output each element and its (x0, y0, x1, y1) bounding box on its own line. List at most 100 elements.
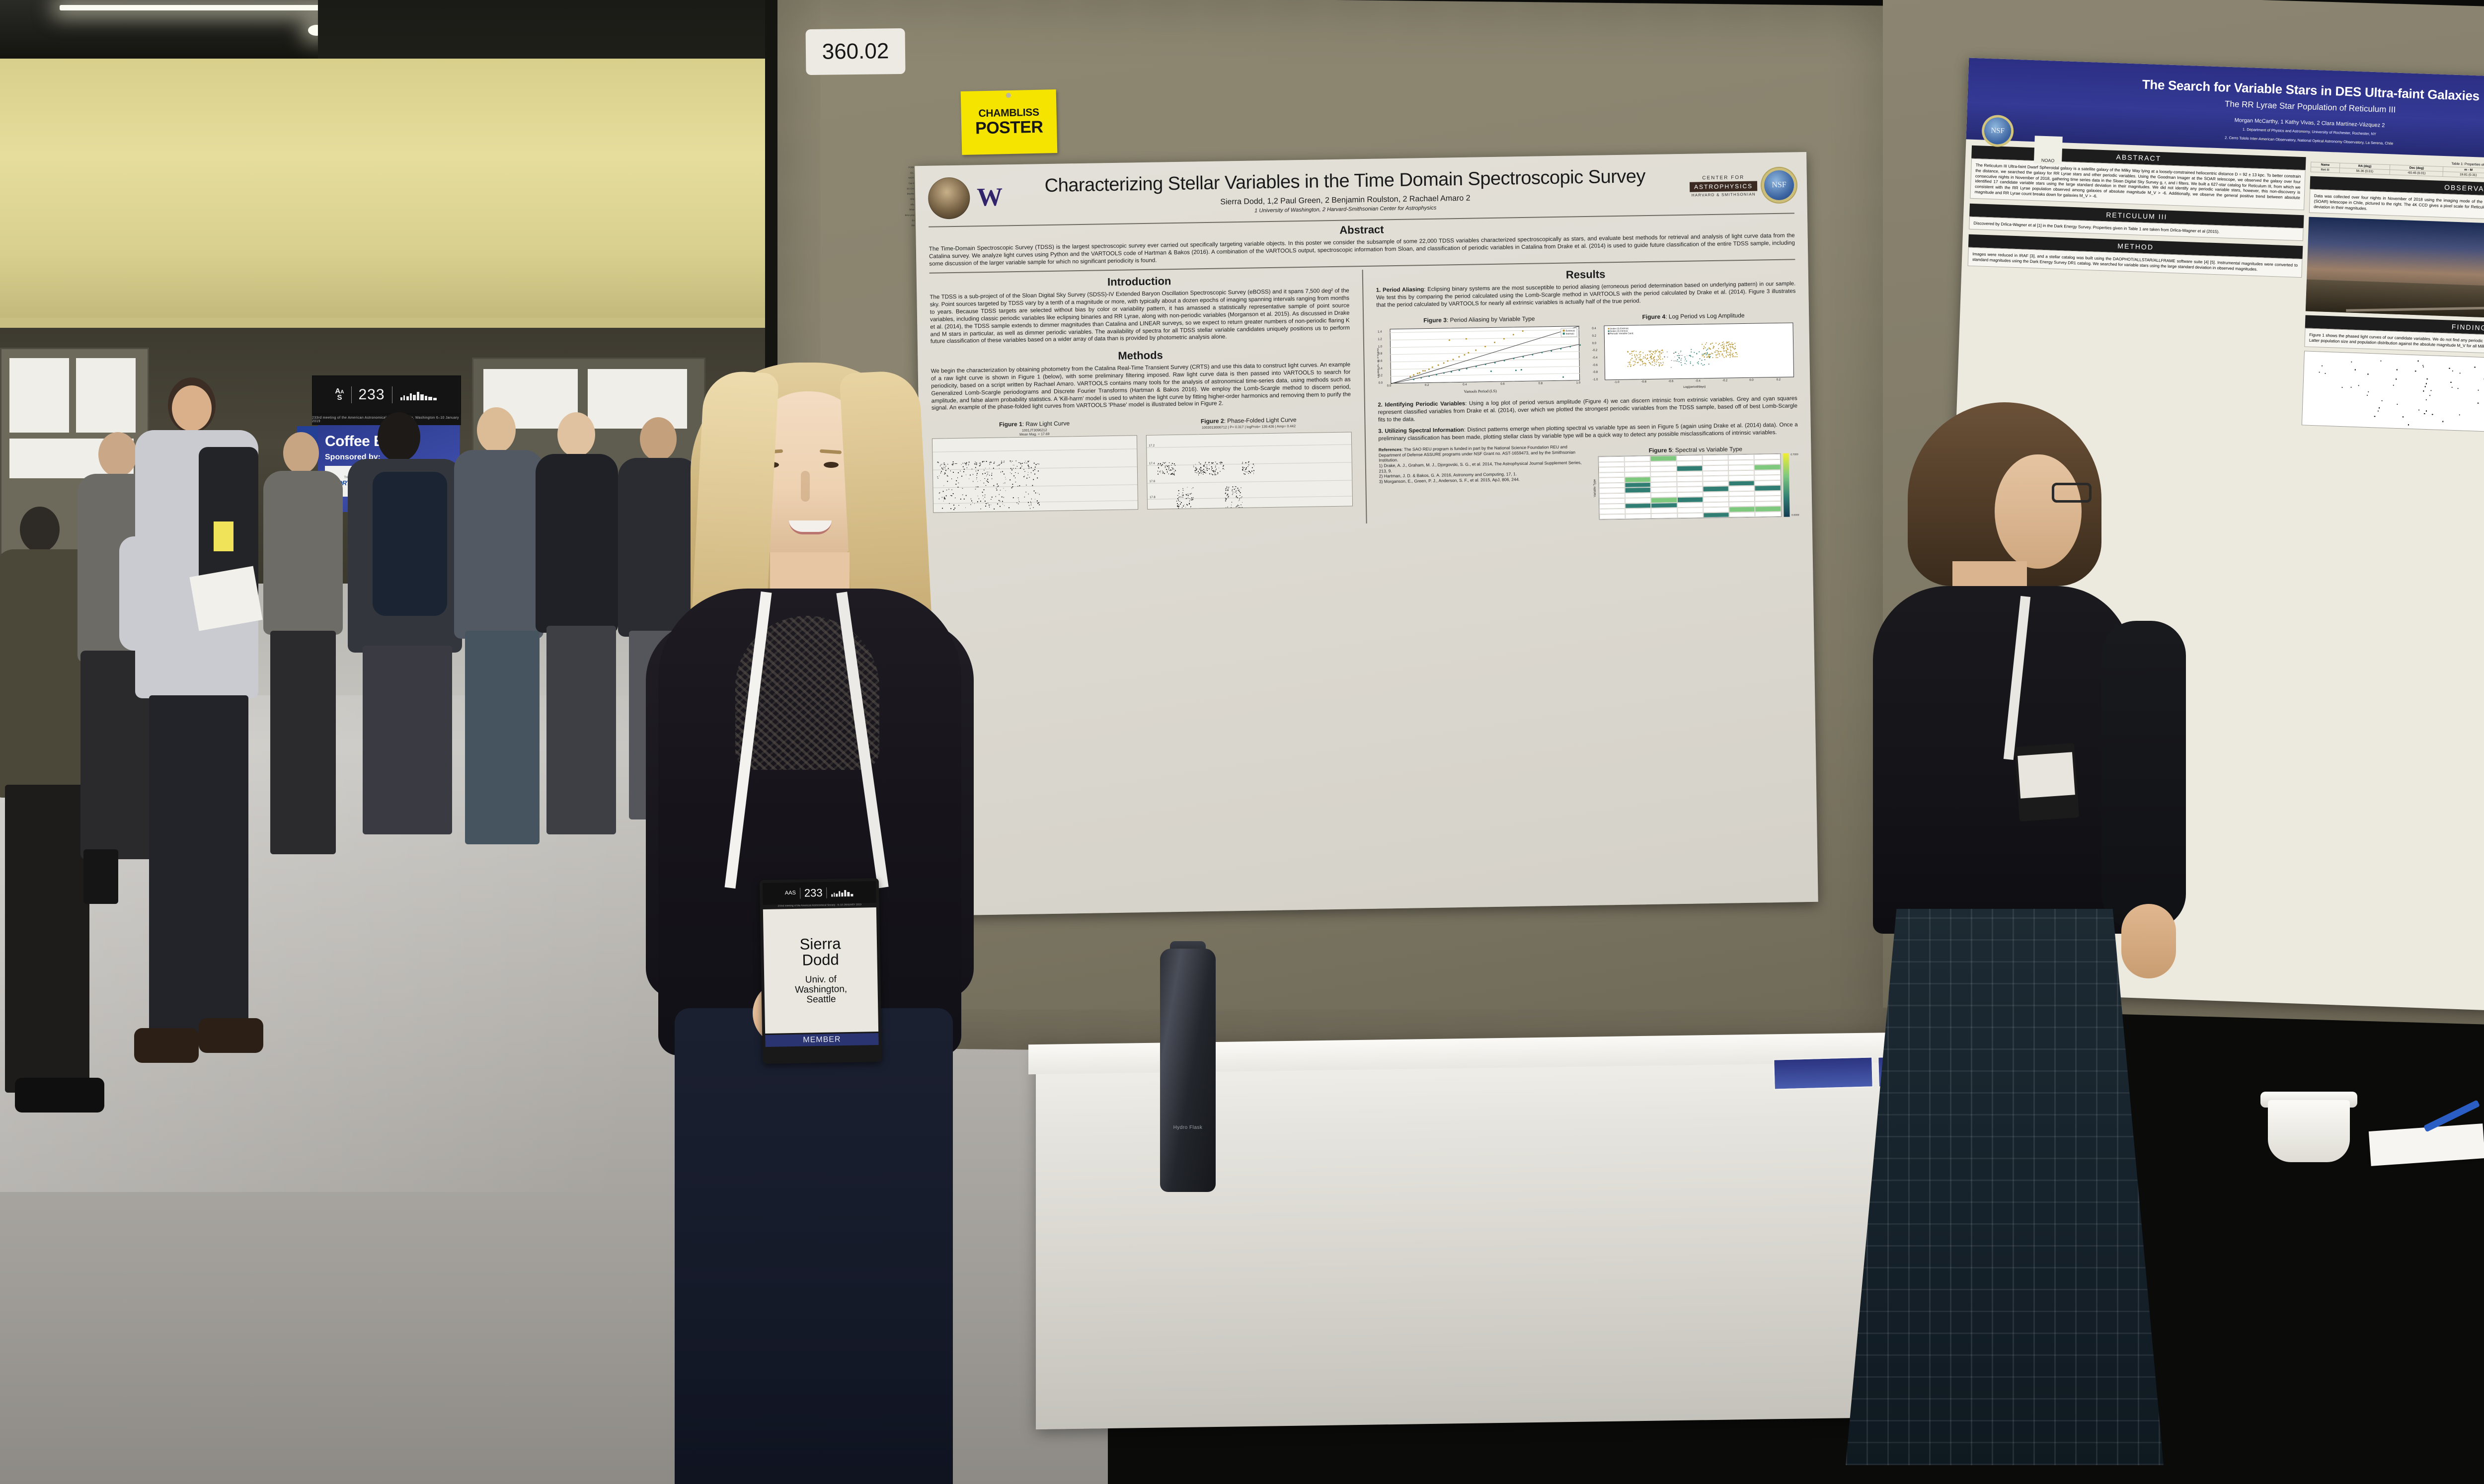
data-point (2424, 413, 2425, 415)
data-point (1225, 507, 1227, 509)
data-point (1213, 471, 1214, 472)
aas-logo-icon: AAS (784, 890, 796, 896)
data-point (1723, 350, 1724, 352)
attendee-silhouette (527, 412, 626, 834)
data-point (1181, 502, 1182, 503)
data-point (1185, 507, 1186, 508)
data-point (1236, 497, 1237, 498)
data-point (1204, 466, 1205, 467)
data-point (2478, 402, 2479, 404)
heatmap-row-label: RRc (910, 203, 915, 206)
data-point (1707, 356, 1708, 358)
data-point (1704, 359, 1706, 361)
data-point (1160, 463, 1161, 464)
data-point (1226, 488, 1227, 489)
data-point (2425, 410, 2427, 412)
attendee-name-badge[interactable] (2014, 742, 2080, 822)
drink-cup[interactable] (2268, 1100, 2350, 1162)
data-point (1678, 353, 1679, 354)
data-point (1174, 474, 1175, 476)
data-point (1181, 494, 1182, 495)
data-point (1645, 354, 1646, 356)
data-point (1225, 500, 1226, 502)
data-point (1172, 469, 1173, 470)
x-tick-label: -0.2 (1722, 379, 1728, 382)
data-point (1723, 343, 1725, 345)
data-point (2450, 381, 2452, 383)
name-badge[interactable]: AAS 233 233rd meeting of the American As… (759, 878, 882, 1064)
data-point (1235, 488, 1236, 489)
data-point (1239, 495, 1241, 496)
data-point (1247, 466, 1248, 467)
data-point (1198, 471, 1199, 472)
data-point (1629, 364, 1630, 365)
heatmap-row-label: HADS (908, 176, 914, 179)
data-point (1253, 465, 1255, 466)
data-point (1203, 473, 1204, 475)
data-point (1693, 352, 1695, 353)
data-point (1726, 352, 1728, 353)
data-point (1203, 469, 1204, 470)
y-tick-label: 1.4 (1378, 330, 1382, 334)
badge-last-name: Dodd (802, 951, 839, 969)
data-point (1676, 360, 1678, 362)
data-point (1215, 470, 1216, 472)
data-point (1225, 499, 1227, 500)
data-point (1174, 465, 1175, 466)
data-point (1165, 462, 1166, 463)
data-point (1190, 506, 1192, 507)
data-point (1643, 363, 1644, 364)
data-point (1243, 473, 1244, 475)
data-point (1656, 359, 1657, 360)
data-point (1465, 338, 1467, 340)
data-point (1229, 508, 1230, 509)
nsf-logo-icon: NSF (1764, 170, 1794, 201)
data-point (1227, 494, 1228, 496)
data-point (2341, 387, 2343, 388)
data-point (2432, 414, 2433, 415)
data-point (1248, 462, 1249, 463)
data-point (1726, 341, 1727, 343)
data-point (1248, 464, 1249, 466)
heatmap-cell (1703, 512, 1729, 518)
data-point (1696, 353, 1698, 355)
data-point (1204, 470, 1206, 471)
presenter-trousers (675, 1008, 953, 1484)
data-point (1244, 473, 1245, 475)
result-item-3: 3. Utilizing Spectral Information: Disti… (1378, 422, 1798, 443)
seattle-skyline-icon (399, 389, 438, 400)
data-point (1211, 463, 1213, 464)
data-point (1719, 355, 1720, 357)
data-point (1242, 502, 1243, 503)
data-point (1698, 351, 1700, 353)
data-point (1227, 493, 1229, 495)
data-point (1238, 500, 1240, 502)
data-point (1240, 508, 1241, 509)
data-point (1730, 350, 1732, 352)
data-point (2459, 372, 2461, 374)
data-point (1710, 343, 1711, 345)
data-point (2424, 386, 2426, 387)
data-point (1418, 372, 1420, 374)
data-point (1242, 467, 1243, 468)
data-point (1241, 487, 1242, 489)
legend: Drake (4) Extrinsic Drake (4) Intrinsic … (1607, 326, 1635, 336)
data-point (1212, 470, 1214, 471)
data-point (1667, 357, 1668, 358)
water-bottle[interactable] (1160, 949, 1216, 1192)
data-point (1164, 466, 1166, 467)
data-point (1690, 363, 1691, 364)
attendee-top (1873, 586, 2131, 934)
figure-2-container: Figure 2: Phase-Folded Light Curve 10030… (1146, 412, 1353, 510)
result-1-label: 1. Period Aliasing (1376, 287, 1424, 294)
badge-org-line-2: Washington, (795, 983, 848, 995)
data-point (1709, 354, 1710, 356)
data-point (1173, 463, 1175, 464)
data-point (1649, 362, 1650, 363)
data-point (1252, 463, 1254, 465)
legend: Extrinsic Intrinsic (1561, 328, 1577, 337)
data-point (1170, 470, 1171, 471)
data-point (1178, 493, 1179, 494)
data-point (2367, 373, 2369, 375)
data-point (1189, 493, 1191, 495)
